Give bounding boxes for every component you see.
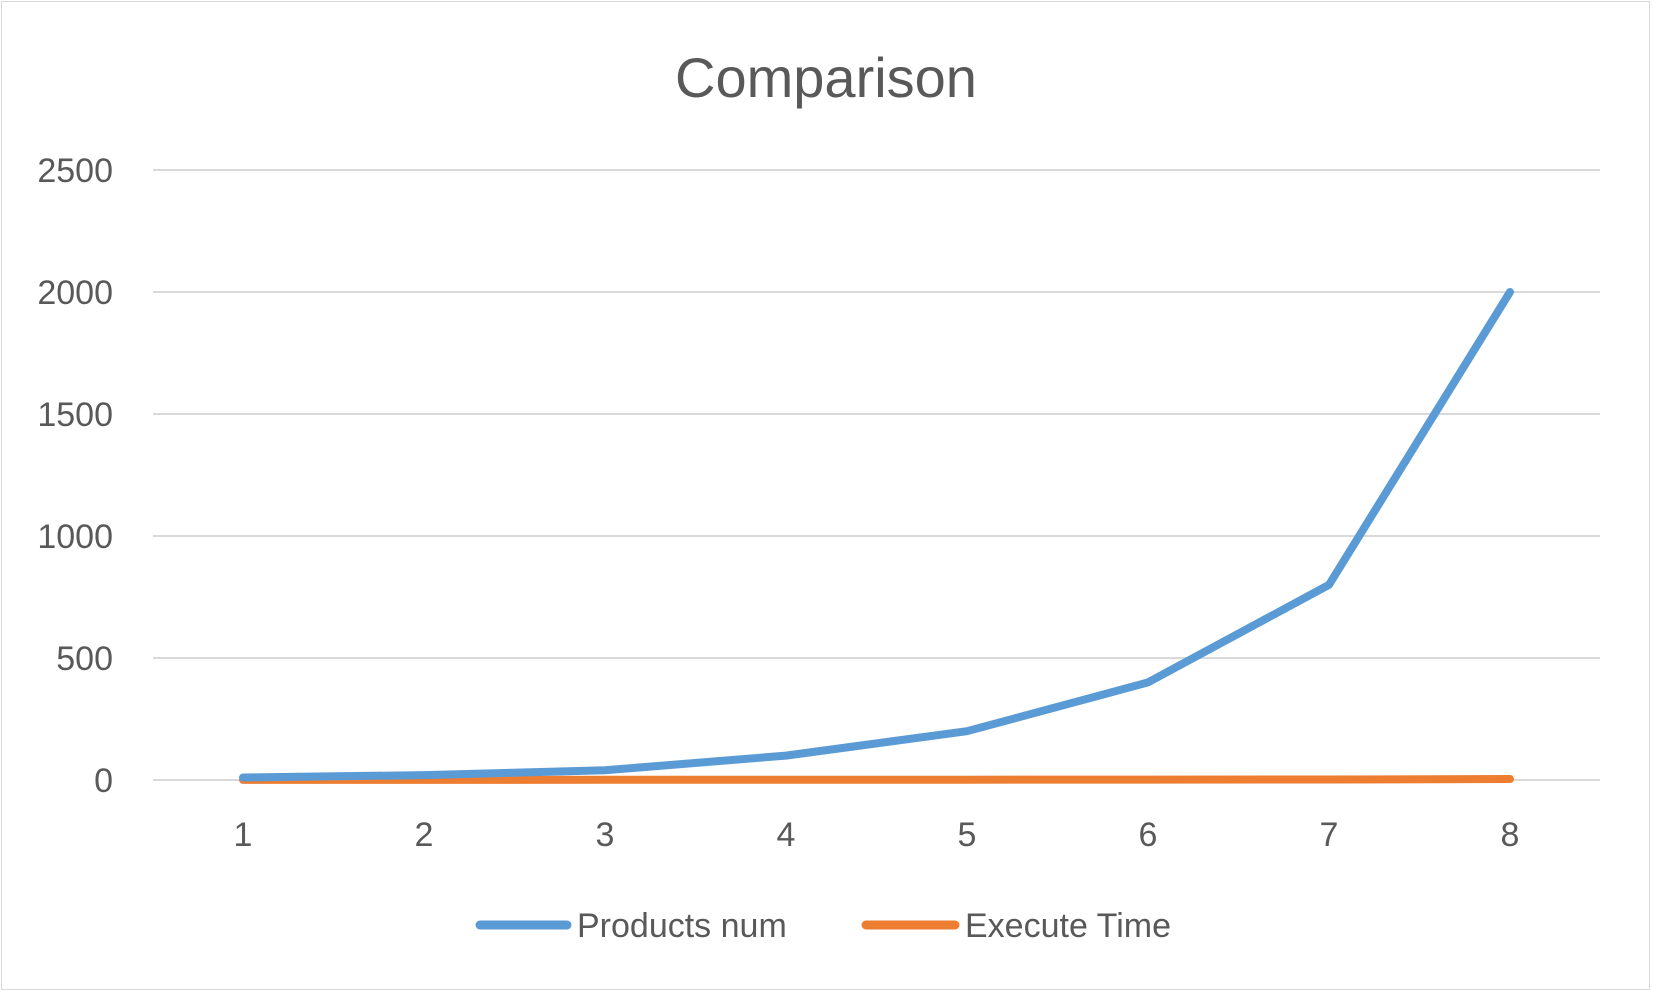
y-tick-label: 0 <box>94 762 113 800</box>
y-axis-ticks: 0 500 1000 1500 2000 2500 <box>37 152 113 800</box>
x-tick-label: 8 <box>1501 816 1520 854</box>
y-tick-label: 500 <box>56 640 113 678</box>
gridlines <box>153 169 1600 781</box>
legend-label: Products num <box>577 907 787 945</box>
x-tick-label: 5 <box>958 816 977 854</box>
x-tick-label: 4 <box>777 816 796 854</box>
x-tick-label: 7 <box>1320 816 1339 854</box>
chart-title: Comparison <box>675 46 977 109</box>
series-line <box>239 775 1514 784</box>
x-tick-label: 6 <box>1139 816 1158 854</box>
x-tick-label: 3 <box>596 816 615 854</box>
y-tick-label: 1500 <box>37 396 113 434</box>
y-tick-label: 2000 <box>37 274 113 312</box>
y-tick-label: 1000 <box>37 518 113 556</box>
series-line <box>239 288 1514 782</box>
x-axis-ticks: 1 2 3 4 5 6 7 8 <box>234 816 1520 854</box>
series-lines <box>239 288 1514 784</box>
legend: Products num Execute Time <box>475 907 1171 945</box>
y-tick-label: 2500 <box>37 152 113 190</box>
legend-label: Execute Time <box>965 907 1171 945</box>
x-tick-label: 1 <box>234 816 253 854</box>
x-tick-label: 2 <box>415 816 434 854</box>
